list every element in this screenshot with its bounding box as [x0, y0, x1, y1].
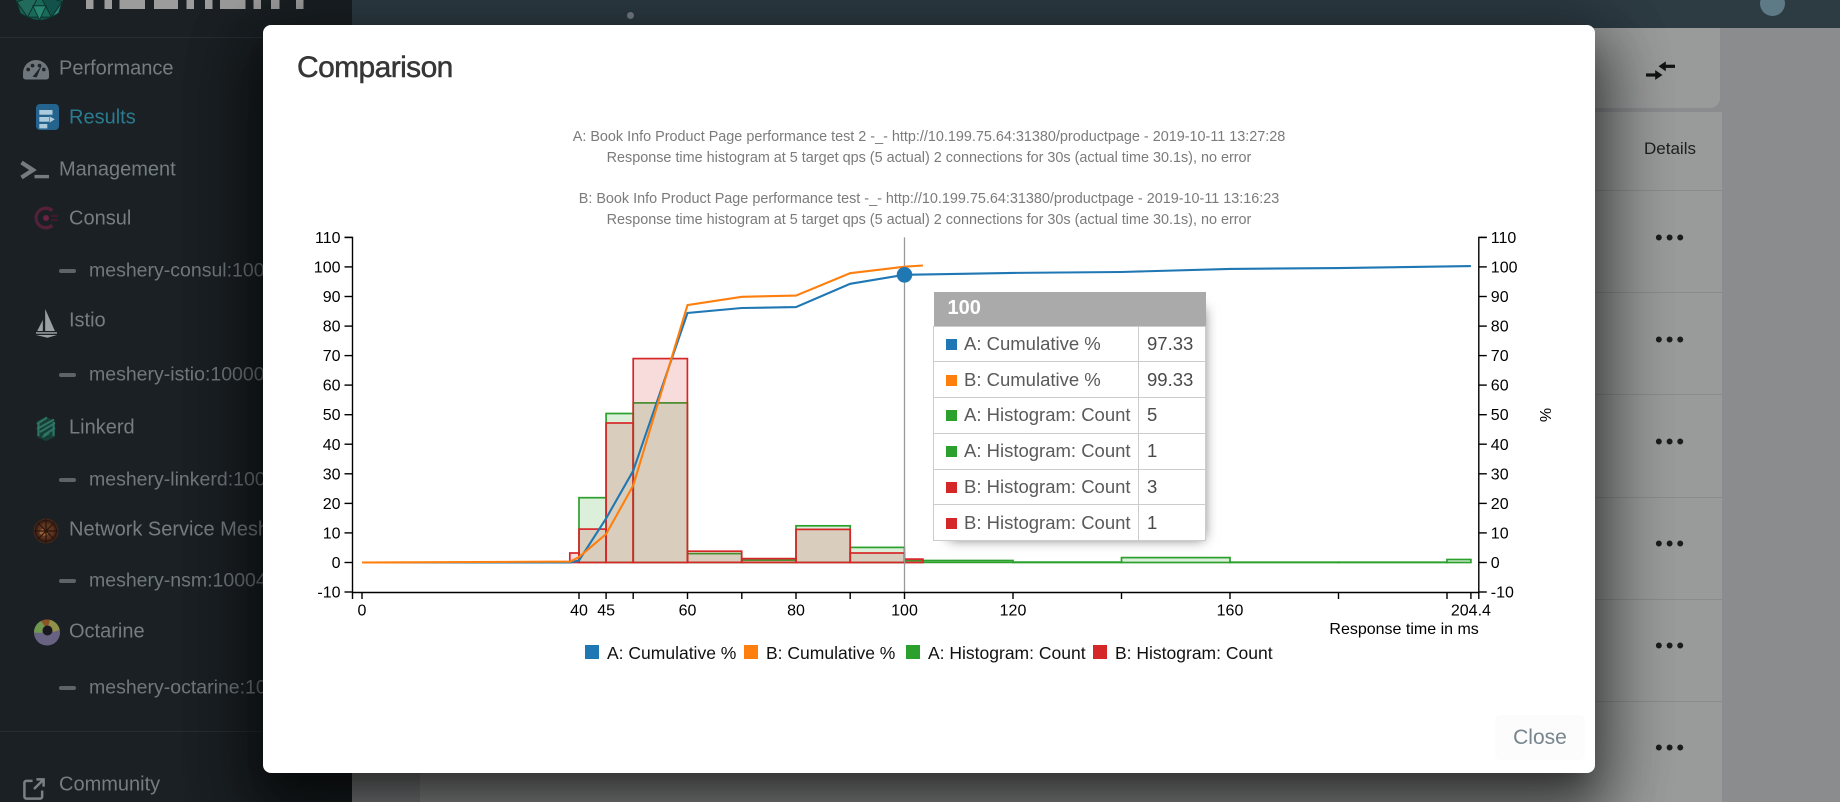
svg-text:110: 110 — [315, 230, 341, 247]
svg-text:90: 90 — [1491, 289, 1509, 306]
svg-text:110: 110 — [1491, 230, 1517, 247]
svg-text:10: 10 — [323, 525, 341, 542]
svg-text:80: 80 — [787, 603, 805, 620]
svg-text:20: 20 — [323, 496, 341, 513]
svg-text:60: 60 — [679, 603, 697, 620]
svg-text:160: 160 — [1217, 603, 1244, 620]
svg-text:-10: -10 — [1491, 585, 1514, 602]
svg-text:40: 40 — [570, 603, 588, 620]
svg-text:100: 100 — [891, 603, 918, 620]
svg-text:60: 60 — [323, 378, 341, 395]
svg-text:50: 50 — [1491, 407, 1509, 424]
svg-text:45: 45 — [597, 603, 615, 620]
svg-text:20: 20 — [1491, 496, 1509, 513]
svg-text:120: 120 — [1000, 603, 1027, 620]
svg-text:100: 100 — [1491, 259, 1518, 276]
svg-text:Response time in ms: Response time in ms — [1329, 621, 1478, 638]
svg-text:50: 50 — [323, 407, 341, 424]
svg-text:100: 100 — [314, 259, 341, 276]
svg-text:30: 30 — [1491, 466, 1509, 483]
svg-text:70: 70 — [323, 348, 341, 365]
svg-text:70: 70 — [1491, 348, 1509, 365]
svg-text:30: 30 — [323, 466, 341, 483]
svg-text:204.4: 204.4 — [1451, 603, 1491, 620]
svg-text:90: 90 — [323, 289, 341, 306]
svg-text:%: % — [1536, 408, 1553, 422]
svg-text:10: 10 — [1491, 525, 1509, 542]
svg-text:80: 80 — [323, 319, 341, 336]
svg-text:40: 40 — [323, 437, 341, 454]
svg-text:0: 0 — [1491, 555, 1500, 572]
svg-text:0: 0 — [358, 603, 367, 620]
svg-text:80: 80 — [1491, 319, 1509, 336]
svg-text:0: 0 — [332, 555, 341, 572]
svg-text:60: 60 — [1491, 378, 1509, 395]
svg-text:-10: -10 — [317, 585, 340, 602]
svg-text:40: 40 — [1491, 437, 1509, 454]
